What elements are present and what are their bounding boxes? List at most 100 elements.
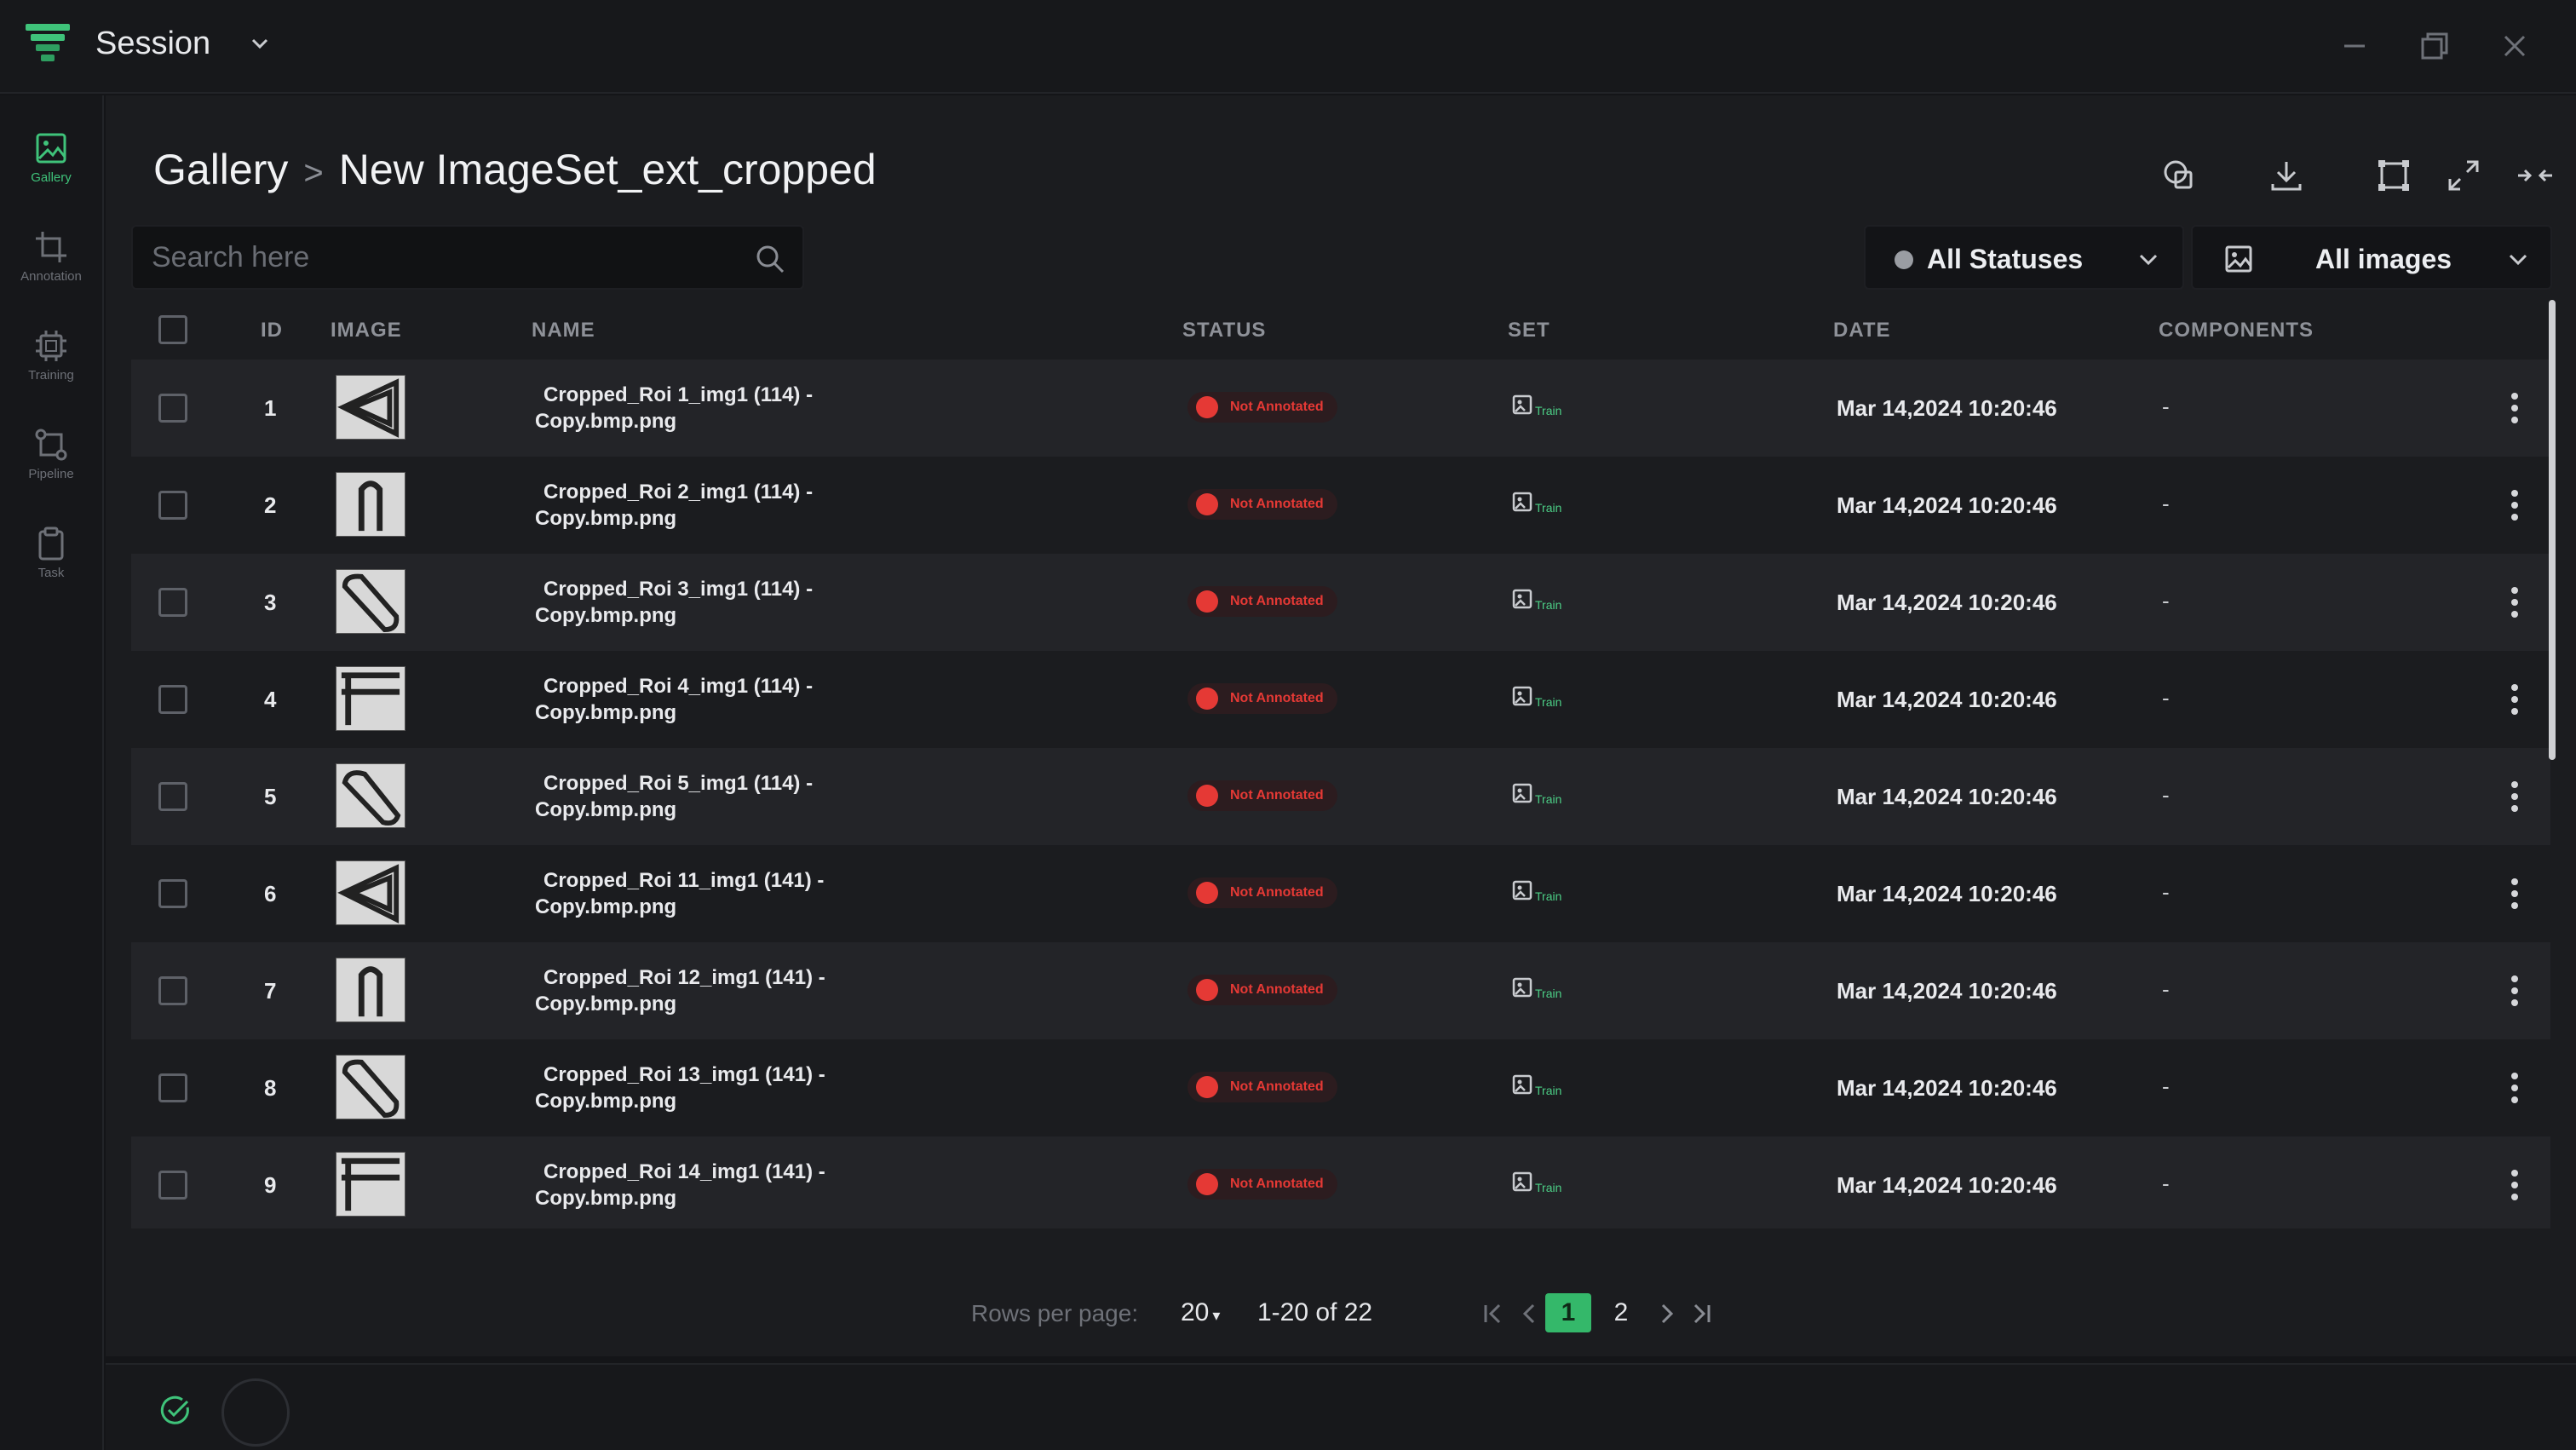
page-button-1[interactable]: 1 [1545, 1293, 1591, 1332]
row-checkbox[interactable] [158, 588, 187, 617]
more-options-icon[interactable] [2508, 877, 2521, 911]
row-date: Mar 14,2024 10:20:46 [1837, 492, 2057, 518]
row-checkbox[interactable] [158, 1073, 187, 1102]
shapes-icon[interactable] [2159, 155, 2199, 196]
sidebar-item-training[interactable]: Training [0, 319, 102, 404]
status-text: Not Annotated [1230, 885, 1324, 900]
row-name[interactable]: Cropped_Roi 5_img1 (114) - Copy.bmp.png [535, 770, 876, 823]
row-name-line1: Cropped_Roi 12_img1 (141) - [543, 966, 825, 989]
row-checkbox[interactable] [158, 976, 187, 1005]
chevron-down-icon[interactable] [247, 31, 273, 56]
table-row[interactable]: 5 Cropped_Roi 5_img1 (114) - Copy.bmp.png N… [131, 748, 2550, 845]
breadcrumb-root[interactable]: Gallery [153, 146, 289, 193]
select-all-checkbox[interactable] [158, 315, 187, 344]
column-header-status[interactable]: STATUS [1182, 319, 1267, 342]
table-row[interactable]: 6 Cropped_Roi 11_img1 (141) - Copy.bmp.png… [131, 845, 2550, 942]
row-id: 6 [264, 881, 277, 906]
row-name-line2: Copy.bmp.png [535, 1090, 677, 1113]
row-checkbox[interactable] [158, 394, 187, 423]
row-name-line1: Cropped_Roi 14_img1 (141) - [543, 1160, 825, 1183]
image-filter-dropdown[interactable]: All images [2191, 225, 2552, 290]
status-filter-dropdown[interactable]: All Statuses [1864, 225, 2184, 290]
row-name[interactable]: Cropped_Roi 2_img1 (114) - Copy.bmp.png [535, 479, 876, 532]
status-dot-icon [1196, 590, 1218, 613]
more-options-icon[interactable] [2508, 391, 2521, 425]
close-icon[interactable] [2494, 26, 2535, 66]
more-options-icon[interactable] [2508, 1168, 2521, 1202]
image-filter-label: All images [2315, 244, 2452, 274]
row-name[interactable]: Cropped_Roi 12_img1 (141) - Copy.bmp.png [535, 964, 876, 1017]
row-name[interactable]: Cropped_Roi 13_img1 (141) - Copy.bmp.png [535, 1062, 876, 1114]
search-icon[interactable] [753, 242, 787, 276]
row-date: Mar 14,2024 10:20:46 [1837, 687, 2057, 712]
minimize-icon[interactable] [2334, 26, 2375, 66]
expand-icon[interactable] [2443, 155, 2484, 196]
search-input[interactable] [133, 227, 746, 288]
set-badge: Train [1511, 1171, 1561, 1196]
set-badge: Train [1511, 491, 1561, 516]
previous-page-icon[interactable] [1516, 1300, 1544, 1327]
collapse-icon[interactable] [2515, 155, 2556, 196]
row-name[interactable]: Cropped_Roi 3_img1 (114) - Copy.bmp.png [535, 576, 876, 629]
vertical-scrollbar[interactable] [2549, 300, 2556, 760]
table-row[interactable]: 9 Cropped_Roi 14_img1 (141) - Copy.bmp.png… [131, 1136, 2550, 1228]
column-header-set[interactable]: SET [1508, 319, 1550, 342]
image-thumbnail[interactable] [336, 958, 405, 1022]
next-page-icon[interactable] [1653, 1300, 1680, 1327]
column-header-id[interactable]: ID [261, 319, 283, 342]
row-checkbox[interactable] [158, 1171, 187, 1200]
download-icon[interactable] [2266, 155, 2307, 196]
table-row[interactable]: 2 Cropped_Roi 2_img1 (114) - Copy.bmp.png N… [131, 457, 2550, 554]
status-filter-label: All Statuses [1927, 244, 2084, 274]
status-badge: Not Annotated [1187, 877, 1337, 908]
table-row[interactable]: 8 Cropped_Roi 13_img1 (141) - Copy.bmp.png… [131, 1039, 2550, 1136]
more-options-icon[interactable] [2508, 1071, 2521, 1105]
rows-per-page-select[interactable]: 20 ▾ [1181, 1298, 1220, 1327]
page-button-2[interactable]: 2 [1613, 1298, 1629, 1326]
image-thumbnail[interactable] [336, 666, 405, 731]
sidebar-item-pipeline[interactable]: Pipeline [0, 417, 102, 503]
row-name[interactable]: Cropped_Roi 4_img1 (114) - Copy.bmp.png [535, 673, 876, 726]
row-checkbox[interactable] [158, 782, 187, 811]
image-thumbnail[interactable] [336, 860, 405, 925]
more-options-icon[interactable] [2508, 780, 2521, 814]
row-name[interactable]: Cropped_Roi 11_img1 (141) - Copy.bmp.png [535, 867, 876, 920]
last-page-icon[interactable] [1688, 1300, 1716, 1327]
table-body: 1 Cropped_Roi 1_img1 (114) - Copy.bmp.png N… [131, 360, 2550, 1228]
restore-icon[interactable] [2414, 26, 2455, 66]
sidebar-item-label: Task [37, 566, 65, 580]
row-checkbox[interactable] [158, 685, 187, 714]
breadcrumb-current: New ImageSet_ext_cropped [338, 146, 877, 193]
column-header-name[interactable]: NAME [532, 319, 595, 342]
row-name[interactable]: Cropped_Roi 1_img1 (114) - Copy.bmp.png [535, 382, 876, 434]
more-options-icon[interactable] [2508, 585, 2521, 619]
sidebar-item-task[interactable]: Task [0, 516, 102, 601]
table-row[interactable]: 7 Cropped_Roi 12_img1 (141) - Copy.bmp.png… [131, 942, 2550, 1039]
row-checkbox[interactable] [158, 879, 187, 908]
image-thumbnail[interactable] [336, 763, 405, 828]
more-options-icon[interactable] [2508, 488, 2521, 522]
bounding-box-icon[interactable] [2373, 155, 2414, 196]
sidebar-item-annotation[interactable]: Annotation [0, 220, 102, 305]
row-checkbox[interactable] [158, 491, 187, 520]
image-set-icon [1512, 686, 1532, 706]
table-row[interactable]: 3 Cropped_Roi 3_img1 (114) - Copy.bmp.png N… [131, 554, 2550, 651]
image-thumbnail[interactable] [336, 1152, 405, 1217]
session-title[interactable]: Session [95, 26, 211, 61]
image-thumbnail[interactable] [336, 569, 405, 634]
row-date: Mar 14,2024 10:20:46 [1837, 881, 2057, 906]
row-name[interactable]: Cropped_Roi 14_img1 (141) - Copy.bmp.png [535, 1159, 876, 1211]
image-set-icon [1512, 783, 1532, 803]
table-row[interactable]: 1 Cropped_Roi 1_img1 (114) - Copy.bmp.png N… [131, 360, 2550, 457]
search-box [131, 225, 804, 290]
first-page-icon[interactable] [1479, 1300, 1506, 1327]
sidebar-item-label: Annotation [20, 269, 82, 284]
more-options-icon[interactable] [2508, 974, 2521, 1008]
table-row[interactable]: 4 Cropped_Roi 4_img1 (114) - Copy.bmp.png N… [131, 651, 2550, 748]
image-thumbnail[interactable] [336, 1055, 405, 1119]
column-header-date[interactable]: DATE [1833, 319, 1891, 342]
more-options-icon[interactable] [2508, 682, 2521, 716]
image-thumbnail[interactable] [336, 375, 405, 440]
sidebar-item-gallery[interactable]: Gallery [0, 121, 102, 206]
image-thumbnail[interactable] [336, 472, 405, 537]
